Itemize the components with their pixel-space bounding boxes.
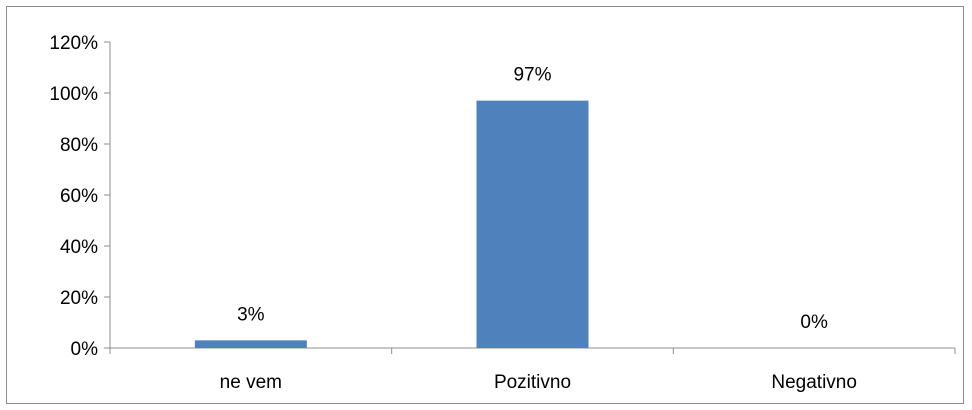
bars [194,100,589,349]
data-label: 97% [513,65,551,86]
y-tick-label: 40% [60,237,98,258]
y-tick-label: 100% [49,84,98,105]
data-label: 3% [237,304,265,325]
x-tick-label: Negativno [771,372,857,393]
bar [194,340,307,348]
data-label: 0% [800,312,828,333]
y-tick-label: 80% [60,135,98,156]
x-tick-label: ne vem [220,372,282,393]
bar [476,100,589,349]
y-tick-label: 0% [71,339,99,360]
y-tick-label: 20% [60,288,98,309]
y-axis: 0% 20% 40% 60% 80% 100% 120% [49,33,111,360]
data-labels: 3% 97% 0% [237,65,828,333]
x-tick-label: Pozitivno [494,372,571,393]
y-tick-label: 60% [60,186,98,207]
y-tick-label: 120% [49,33,98,54]
x-axis: ne vem Pozitivno Negativno [109,347,956,393]
